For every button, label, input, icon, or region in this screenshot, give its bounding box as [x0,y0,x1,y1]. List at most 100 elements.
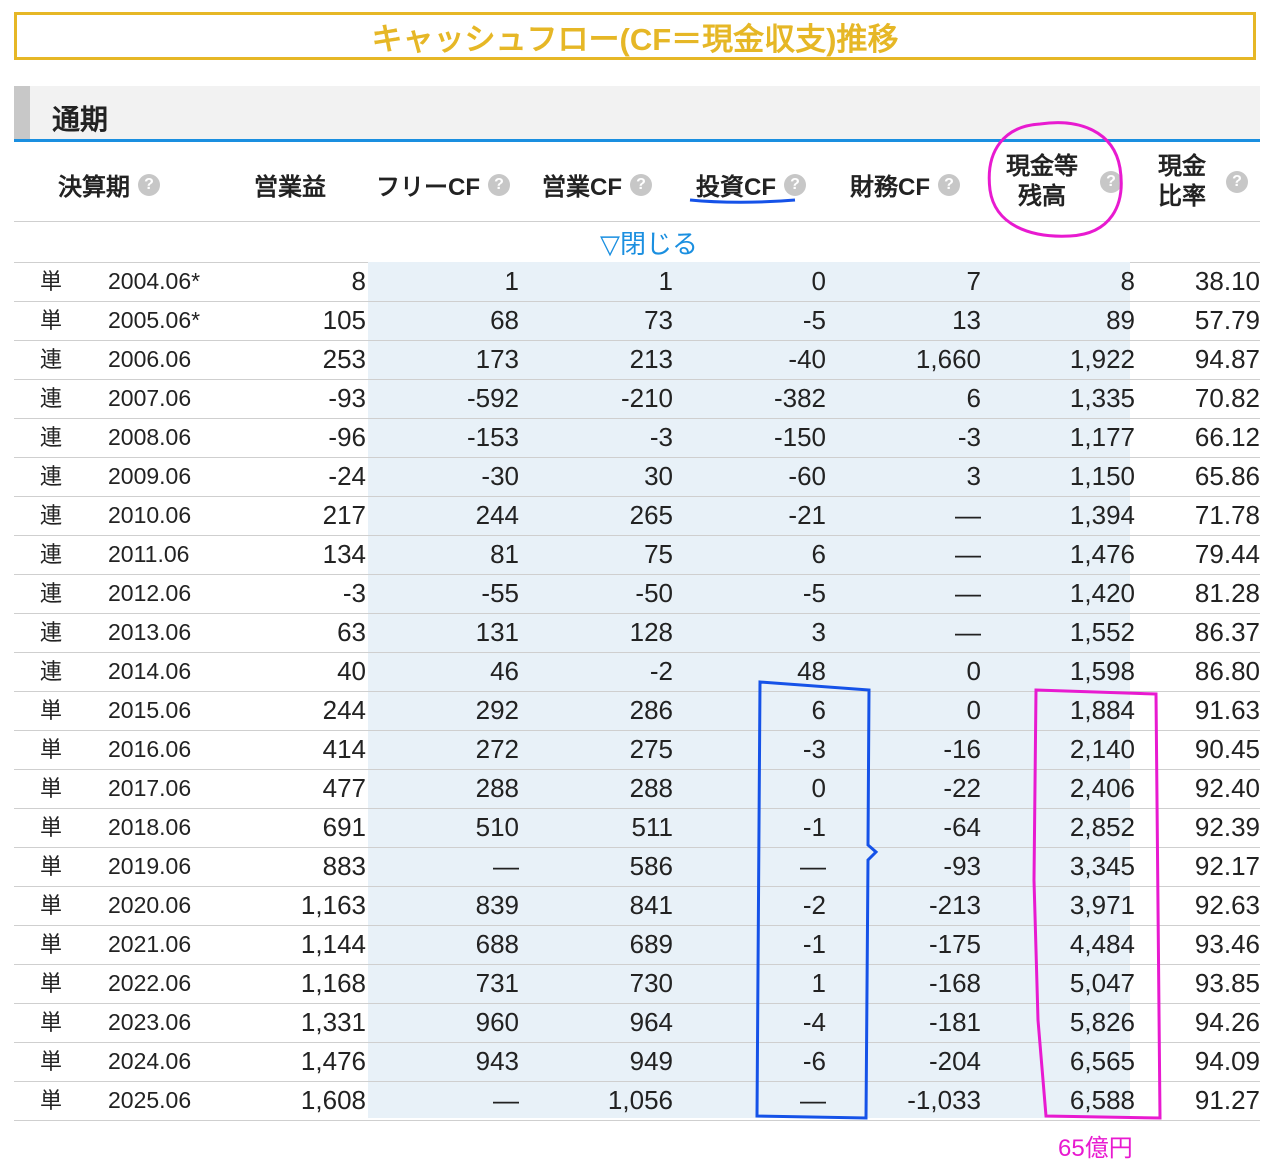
cell-period: 2013.06 [108,619,192,645]
cell-financing-cf: 7 [966,266,981,296]
cell-period: 2025.06 [108,1087,192,1113]
cell-cash-balance: 1,552 [1069,617,1135,647]
col-header-free-cf: フリーCF ? [376,167,510,202]
cell-type: 単 [40,308,63,333]
cell-cash-balance: 6,565 [1069,1046,1135,1076]
help-icon[interactable]: ? [1226,171,1248,193]
cell-financing-cf: -1,033 [907,1085,981,1115]
cell-type: 単 [40,737,63,762]
cell-free-cf: 510 [475,812,519,842]
cell-period: 2023.06 [108,1009,192,1035]
cell-cash-balance: 2,852 [1069,812,1135,842]
cell-free-cf: 272 [475,734,519,764]
col-header-cash-ratio-label: 現金 比率 [1158,152,1206,212]
table-row: 単 2023.06 1,331 960 964 -4 -181 5,826 94.26 [14,1003,1260,1043]
cell-investing-cf: -150 [773,422,826,452]
cell-period: 2015.06 [108,697,192,723]
cell-investing-cf: -5 [802,305,826,335]
cell-free-cf: -55 [481,578,519,608]
cell-investing-cf: 6 [811,695,826,725]
cell-cash-balance: 3,345 [1069,851,1135,881]
cell-operating-income: 1,608 [300,1085,366,1115]
cell-free-cf: 81 [490,539,519,569]
cell-cash-balance: 1,335 [1069,383,1135,413]
cell-cash-balance: 1,394 [1069,500,1135,530]
cell-free-cf: 731 [475,968,519,998]
col-header-free-cf-label: フリーCF [376,174,480,201]
col-header-operating-cf-label: 営業CF [542,174,622,201]
cell-type: 単 [40,854,63,879]
table-row: 連 2008.06 -96 -153 -3 -150 -3 1,177 66.12 [14,418,1260,458]
cell-type: 連 [40,347,63,372]
cell-operating-income: 8 [351,266,366,296]
col-header-cash-balance-line2: 残高 [1018,183,1066,210]
cell-period: 2006.06 [108,346,192,372]
cell-period: 2020.06 [108,892,192,918]
cell-operating-cf: -210 [620,383,673,413]
cell-operating-cf: 73 [644,305,673,335]
col-header-cash-balance-label: 現金等 残高 [1006,152,1078,212]
cell-type: 単 [40,1088,63,1113]
cell-cash-ratio: 92.40 [1194,773,1260,803]
cell-cash-ratio: 86.80 [1194,656,1260,686]
cell-operating-cf: 511 [631,812,673,842]
cell-free-cf: 1 [504,266,519,296]
cell-period: 2024.06 [108,1048,192,1074]
help-icon[interactable]: ? [938,173,960,196]
cell-operating-cf: 286 [629,695,673,725]
cell-investing-cf: — [800,1085,826,1115]
col-header-operating-cf: 営業CF ? [542,167,652,202]
help-icon[interactable]: ? [488,173,510,196]
cell-cash-ratio: 93.85 [1194,968,1260,998]
cell-cash-balance: 2,406 [1069,773,1135,803]
table-row: 連 2014.06 40 46 -2 48 0 1,598 86.80 [14,652,1260,692]
cell-period: 2012.06 [108,580,192,606]
cell-period: 2019.06 [108,853,192,879]
cell-operating-income: -24 [328,461,366,491]
cell-investing-cf: 0 [811,773,826,803]
col-header-cash-ratio: 現金 比率 ? [1158,152,1248,212]
col-header-cash-balance: 現金等 残高 ? [1006,152,1122,212]
cell-free-cf: 292 [475,695,519,725]
cell-operating-cf: -50 [635,578,673,608]
cell-operating-income: 1,144 [300,929,366,959]
cell-cash-ratio: 86.37 [1194,617,1260,647]
cell-free-cf: 131 [475,617,519,647]
cell-investing-cf: -40 [788,344,826,374]
cell-period: 2009.06 [108,463,192,489]
cell-period: 2011.06 [108,541,190,567]
cell-operating-income: 63 [337,617,366,647]
cell-type: 単 [40,1049,63,1074]
cell-operating-income: -3 [342,578,366,608]
help-icon[interactable]: ? [138,173,160,196]
cell-financing-cf: -93 [943,851,981,881]
col-header-cash-ratio-line2: 比率 [1158,183,1206,210]
help-icon[interactable]: ? [784,173,806,196]
cell-cash-ratio: 92.63 [1194,890,1260,920]
cell-type: 連 [40,386,63,411]
cell-investing-cf: -4 [802,1007,826,1037]
cell-operating-cf: 964 [629,1007,673,1037]
help-icon[interactable]: ? [1100,171,1122,193]
table-row: 単 2022.06 1,168 731 730 1 -168 5,047 93.85 [14,964,1260,1004]
cell-free-cf: -30 [481,461,519,491]
cell-cash-ratio: 66.12 [1194,422,1260,452]
col-header-period: 決算期 ? [58,167,160,202]
cell-cash-ratio: 90.45 [1194,734,1260,764]
cell-cash-ratio: 94.09 [1194,1046,1260,1076]
cell-operating-cf: 213 [629,344,673,374]
cell-operating-income: 134 [322,539,366,569]
cell-operating-cf: 75 [644,539,673,569]
cell-type: 連 [40,659,63,684]
help-icon[interactable]: ? [630,173,652,196]
table-row: 連 2013.06 63 131 128 3 — 1,552 86.37 [14,613,1260,653]
table-row: 単 2018.06 691 510 511 -1 -64 2,852 92.39 [14,808,1260,848]
cell-operating-income: 40 [337,656,366,686]
table-header: 決算期 ? 営業益 フリーCF ? 営業CF ? 投資CF ? 財務CF ? 現… [14,145,1260,222]
table-row: 連 2010.06 217 244 265 -21 — 1,394 71.78 [14,496,1260,536]
cell-financing-cf: 6 [966,383,981,413]
col-header-investing-cf-label: 投資CF [696,174,776,201]
cell-type: 単 [40,815,63,840]
collapse-toggle-link[interactable]: ▽閉じる [600,228,698,259]
cell-cash-balance: 1,922 [1069,344,1135,374]
